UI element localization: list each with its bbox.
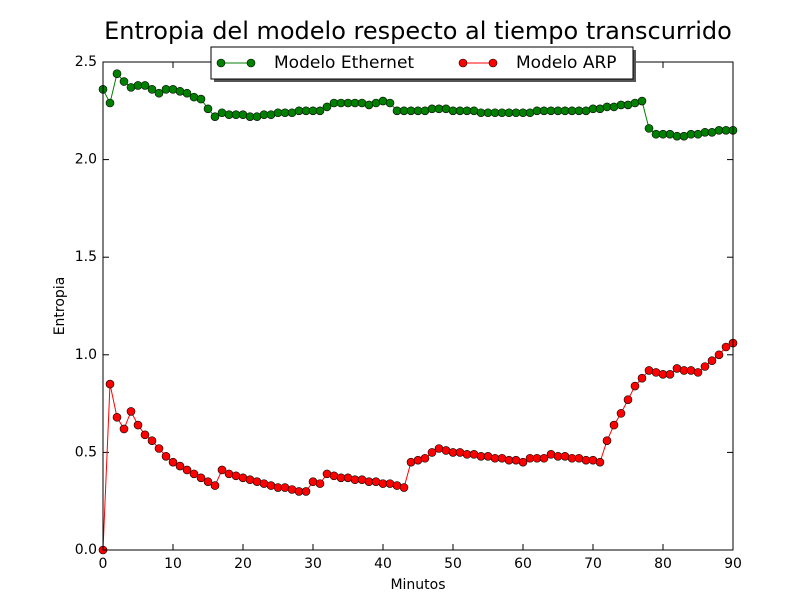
legend-label: Modelo Ethernet [274,53,414,73]
legend-marker [458,58,468,68]
legend-marker [488,58,498,68]
legend-label: Modelo ARP [516,53,617,73]
data-point [595,457,605,467]
y-tick-label: 1.0 [75,347,97,363]
data-point [399,483,409,492]
data-point [161,452,171,461]
chart-title: Entropia del modelo respecto al tiempo t… [104,17,732,45]
data-point [147,85,157,94]
data-point [140,81,150,90]
data-point [630,381,640,391]
x-tick-label: 40 [374,556,392,572]
y-tick-label: 2.5 [75,54,97,70]
data-point [616,409,626,418]
data-point [637,373,647,383]
data-point [133,420,143,430]
data-point [154,444,164,453]
data-point [196,473,206,483]
x-tick-label: 70 [584,556,602,572]
x-tick-label: 30 [304,556,322,572]
x-tick-label: 80 [654,556,672,572]
data-point [119,424,129,434]
data-point [112,412,122,422]
data-point [714,350,724,360]
data-point [168,457,178,467]
data-point [182,88,192,98]
data-point [707,356,717,365]
y-tick-label: 0.0 [75,542,97,558]
data-point [105,98,115,108]
data-point [637,96,647,106]
data-point [623,395,633,404]
data-point [315,479,325,488]
data-point [182,465,192,475]
data-point [147,436,157,445]
data-point [315,106,325,116]
data-point [175,461,185,471]
data-point [721,342,731,352]
data-point [644,124,654,133]
data-point [518,457,528,467]
data-point [203,104,213,114]
data-point [602,436,612,445]
x-tick-label: 10 [164,556,182,572]
data-point [322,102,332,112]
data-point [609,420,619,430]
x-tick-label: 60 [514,556,532,572]
data-point [189,469,199,479]
x-tick-label: 50 [444,556,462,572]
x-tick-label: 20 [234,556,252,572]
data-point [203,477,213,486]
y-tick-label: 0.5 [75,444,97,460]
y-tick-label: 1.5 [75,249,97,265]
data-point [105,379,115,389]
data-point [539,453,549,463]
data-point [196,94,206,104]
data-point [665,370,675,379]
data-point [700,362,710,371]
x-tick-label: 90 [724,556,742,572]
data-point [210,481,220,490]
legend-marker [246,58,256,68]
data-point [140,430,150,440]
data-point [154,88,164,98]
data-point [693,368,703,377]
data-point [427,448,437,457]
data-point [301,487,311,496]
data-point [112,69,122,79]
data-point [420,453,430,463]
data-point [217,465,227,475]
legend-marker [216,58,226,68]
x-axis-label: Minutos [390,577,445,593]
y-tick-label: 2.0 [75,152,97,168]
data-point [119,77,129,86]
y-axis-label: Entropia [52,277,68,336]
data-point [385,98,395,108]
data-point [126,407,136,416]
data-point [210,112,220,121]
legend-box [210,46,634,80]
x-tick-label: 0 [99,556,108,572]
